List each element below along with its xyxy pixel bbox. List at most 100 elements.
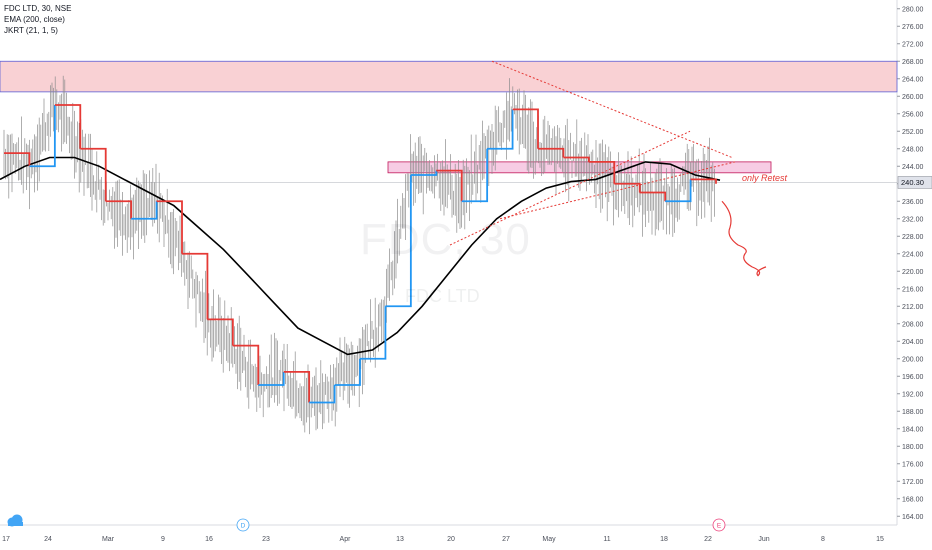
- time-tick-label: 9: [161, 536, 165, 543]
- price-axis: 164.00 168.00 172.00 176.00 180.00 184.00 188.…: [897, 6, 924, 521]
- price-tick-label: 244.00: [902, 164, 924, 171]
- time-tick-label: 27: [502, 536, 510, 543]
- time-tick-label: 8: [821, 536, 825, 543]
- price-tick-label: 280.00: [902, 6, 924, 13]
- jkrt-segment: [614, 182, 641, 193]
- price-tick-label: 236.00: [902, 199, 924, 206]
- time-tick-label: Mar: [102, 536, 115, 543]
- price-tick-label: 232.00: [902, 216, 924, 223]
- time-tick-label: 11: [603, 536, 610, 543]
- time-tick-label: 16: [205, 536, 213, 543]
- jkrt-segment: [4, 152, 31, 167]
- upper-trendline: [491, 60, 733, 158]
- projected-path: [721, 200, 767, 277]
- jkrt-segment: [258, 371, 285, 386]
- jkrt-segment: [563, 156, 590, 162]
- lower-trendline: [449, 130, 691, 246]
- retest-zone: [387, 161, 772, 174]
- trendlines: [449, 60, 736, 246]
- price-tick-label: 184.00: [902, 426, 924, 433]
- time-tick-label: Apr: [340, 536, 352, 543]
- jkrt-segment: [461, 148, 489, 203]
- price-tick-label: 164.00: [902, 514, 924, 521]
- time-tick-label: 13: [396, 536, 404, 543]
- support-trendline: [499, 161, 736, 220]
- jkrt-segment: [182, 252, 209, 320]
- jkrt-segment: [487, 109, 514, 150]
- ema-line: [0, 156, 721, 356]
- last-price-label: 240.30: [901, 178, 924, 187]
- jkrt-segment: [232, 344, 260, 385]
- time-tick-label: 17: [2, 536, 10, 543]
- time-tick-label: 18: [660, 536, 668, 543]
- jkrt-segment: [131, 201, 158, 220]
- earnings-marker: [712, 518, 726, 532]
- price-tick-label: 192.00: [902, 391, 924, 398]
- price-tick-label: 272.00: [902, 41, 924, 48]
- jkrt-segment: [538, 147, 565, 158]
- price-tick-label: 208.00: [902, 321, 924, 328]
- dividend-marker: [236, 518, 250, 532]
- price-tick-label: 200.00: [902, 356, 924, 363]
- jkrt-segment: [639, 191, 667, 202]
- price-tick-label: 220.00: [902, 269, 924, 276]
- jkrt-segment: [436, 169, 463, 202]
- jkrt-segment: [29, 105, 56, 168]
- jkrt-segment: [207, 318, 234, 346]
- last-price-box: [897, 176, 932, 189]
- resistance-zone: [0, 60, 898, 93]
- price-tick-label: 276.00: [902, 24, 924, 31]
- price-tick-label: 196.00: [902, 374, 924, 381]
- earnings-marker-label: E: [717, 523, 722, 530]
- watermark-symbol: FDC, 30: [360, 215, 531, 264]
- price-tick-label: 212.00: [902, 304, 924, 311]
- price-tick-label: 180.00: [902, 444, 924, 451]
- tradingview-logo: [7, 514, 23, 527]
- jkrt-segment: [665, 179, 692, 203]
- jkrt-segment: [156, 200, 183, 254]
- price-tick-label: 228.00: [902, 234, 924, 241]
- jkrt-segment: [54, 104, 82, 149]
- price-tick-label: 264.00: [902, 76, 924, 83]
- jkrt-segment: [410, 170, 438, 176]
- logo-cloud-base: [8, 522, 23, 526]
- legend-ema: EMA (200, close): [4, 15, 65, 24]
- jkrt-segment: [588, 160, 616, 184]
- time-tick-label: 24: [44, 536, 52, 543]
- watermark-name: FDC LTD: [405, 286, 480, 306]
- jkrt-segment: [80, 147, 107, 202]
- price-tick-label: 268.00: [902, 59, 924, 66]
- price-tick-label: 172.00: [902, 479, 924, 486]
- time-tick-label: May: [542, 536, 556, 543]
- jkrt-segment: [512, 108, 539, 149]
- jkrt-segment: [283, 370, 311, 403]
- time-tick-label: 20: [447, 536, 455, 543]
- dividend-marker-label: D: [241, 523, 246, 530]
- price-tick-label: 248.00: [902, 146, 924, 153]
- price-tick-label: 188.00: [902, 409, 924, 416]
- price-tick-label: 252.00: [902, 129, 924, 136]
- jkrt-segment: [309, 385, 336, 404]
- time-tick-label: 15: [876, 536, 884, 543]
- time-tick-label: 23: [262, 536, 270, 543]
- jkrt-segment: [360, 306, 387, 360]
- legend-jkrt: JKRT (21, 1, 5): [4, 26, 58, 35]
- jkrt-segment: [385, 175, 412, 308]
- price-tick-label: 176.00: [902, 461, 924, 468]
- price-tick-label: 216.00: [902, 286, 924, 293]
- price-tick-label: 204.00: [902, 339, 924, 346]
- price-tick-label: 256.00: [902, 111, 924, 118]
- jkrt-segment: [334, 358, 361, 386]
- candles: [3, 75, 715, 435]
- time-tick-label: 22: [704, 536, 712, 543]
- price-tick-label: 260.00: [902, 94, 924, 101]
- legend-symbol: FDC LTD, 30, NSE: [4, 4, 72, 13]
- time-tick-label: Jun: [758, 536, 769, 543]
- jkrt-segment: [690, 178, 717, 184]
- price-tick-label: 224.00: [902, 251, 924, 258]
- price-tick-label: 168.00: [902, 496, 924, 503]
- jkrt-line: [4, 104, 717, 404]
- annotation-text: only Retest: [742, 173, 788, 183]
- chart-legend: FDC LTD, 30, NSE EMA (200, close) JKRT (…: [4, 3, 71, 36]
